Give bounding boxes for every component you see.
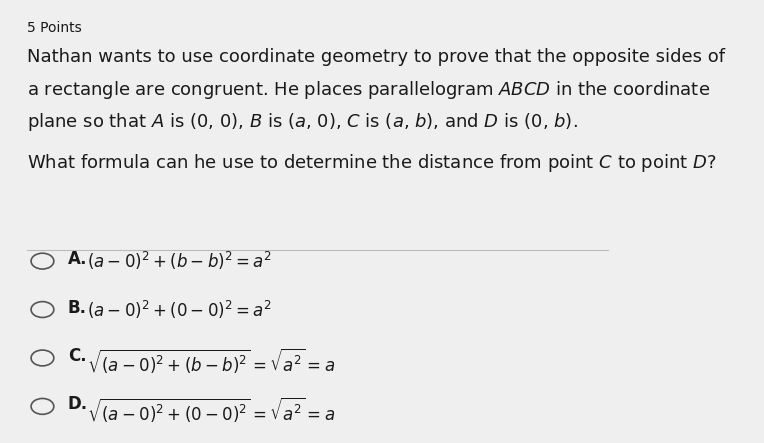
Text: C.: C. [68,347,86,365]
Text: 5 Points: 5 Points [27,21,82,35]
Text: $\sqrt{(a-0)^{2}+(0-0)^{2}}=\sqrt{a^{2}}=a$: $\sqrt{(a-0)^{2}+(0-0)^{2}}=\sqrt{a^{2}}… [86,396,335,425]
Text: $\sqrt{(a-0)^{2}+(b-b)^{2}}=\sqrt{a^{2}}=a$: $\sqrt{(a-0)^{2}+(b-b)^{2}}=\sqrt{a^{2}}… [86,347,335,376]
Text: What formula can he use to determine the distance from point $\mathit{C}$ to poi: What formula can he use to determine the… [27,152,716,174]
Text: $(a-0)^{2}+(b-b)^{2}=a^{2}$: $(a-0)^{2}+(b-b)^{2}=a^{2}$ [86,250,271,272]
Text: A.: A. [68,250,87,268]
Text: a rectangle are congruent. He places parallelogram $\mathit{ABCD}$ in the coordi: a rectangle are congruent. He places par… [27,79,710,101]
Text: Nathan wants to use coordinate geometry to prove that the opposite sides of: Nathan wants to use coordinate geometry … [27,47,725,66]
Text: $(a-0)^{2}+(0-0)^{2}=a^{2}$: $(a-0)^{2}+(0-0)^{2}=a^{2}$ [86,299,271,321]
Text: plane so that $\mathit{A}$ is (0, 0), $\mathit{B}$ is ($a$, 0), $\mathit{C}$ is : plane so that $\mathit{A}$ is (0, 0), $\… [27,111,578,133]
Text: D.: D. [68,396,88,413]
Text: B.: B. [68,299,86,317]
